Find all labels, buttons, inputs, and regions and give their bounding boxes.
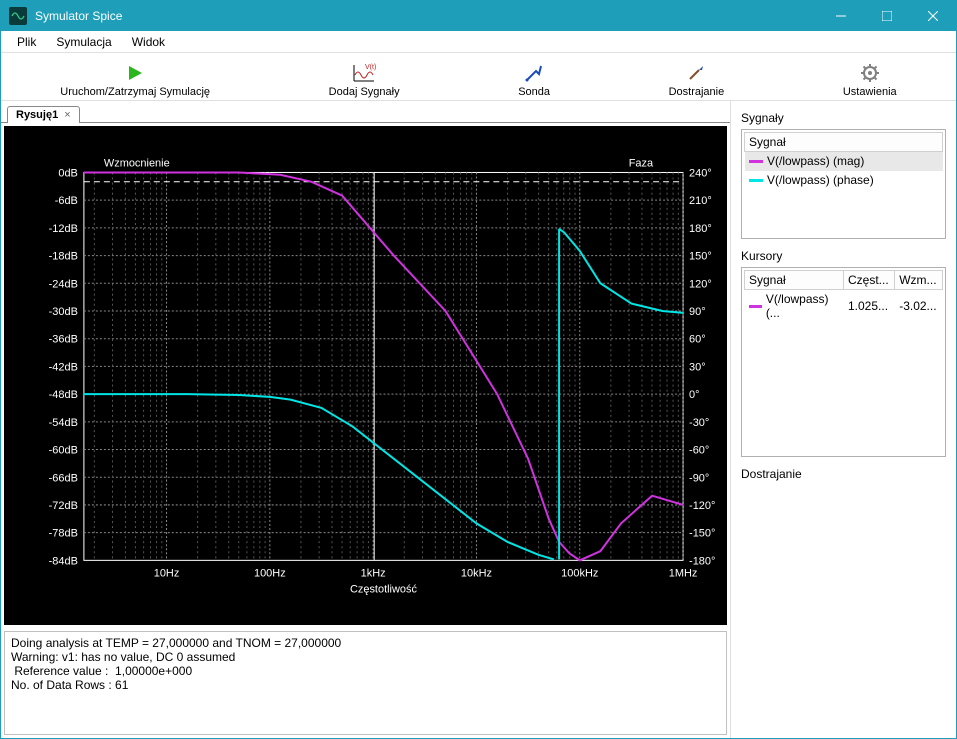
svg-text:V(t): V(t) xyxy=(365,64,376,71)
svg-text:Wzmocnienie: Wzmocnienie xyxy=(104,157,170,169)
svg-text:0dB: 0dB xyxy=(58,167,78,179)
menubar: Plik Symulacja Widok xyxy=(1,31,956,53)
svg-text:-48dB: -48dB xyxy=(49,389,78,401)
menu-plik[interactable]: Plik xyxy=(7,33,46,51)
svg-text:150°: 150° xyxy=(689,251,712,263)
svg-text:-60dB: -60dB xyxy=(49,445,78,457)
svg-text:-6dB: -6dB xyxy=(55,195,78,207)
settings-button[interactable]: Ustawienia xyxy=(843,62,897,98)
signals-header[interactable]: Sygnał xyxy=(745,133,943,152)
tabstrip: Rysuję1 × xyxy=(1,101,730,123)
svg-text:-78dB: -78dB xyxy=(49,528,78,540)
gear-icon xyxy=(860,62,880,84)
svg-text:-42dB: -42dB xyxy=(49,361,78,373)
signal-row[interactable]: V(/lowpass) (phase) xyxy=(745,171,943,190)
maximize-button[interactable] xyxy=(864,1,910,31)
cursor-gain: -3.02... xyxy=(895,290,943,323)
cursors-table: Sygnał Częst... Wzm... V(/lowpass) (... … xyxy=(741,267,946,457)
svg-text:-90°: -90° xyxy=(689,472,709,484)
svg-text:-120°: -120° xyxy=(689,500,715,512)
close-button[interactable] xyxy=(910,1,956,31)
probe-button[interactable]: Sonda xyxy=(518,62,550,98)
svg-text:60°: 60° xyxy=(689,334,706,346)
svg-text:-30dB: -30dB xyxy=(49,306,78,318)
svg-text:240°: 240° xyxy=(689,167,712,179)
svg-text:210°: 210° xyxy=(689,195,712,207)
svg-text:100kHz: 100kHz xyxy=(561,567,598,579)
svg-text:-36dB: -36dB xyxy=(49,334,78,346)
tune-button[interactable]: Dostrajanie xyxy=(669,62,725,98)
run-label: Uruchom/Zatrzymaj Symulację xyxy=(60,86,210,98)
svg-text:1MHz: 1MHz xyxy=(669,567,698,579)
probe-icon xyxy=(524,62,544,84)
play-icon xyxy=(125,62,145,84)
signal-row[interactable]: V(/lowpass) (mag) xyxy=(745,152,943,171)
menu-widok[interactable]: Widok xyxy=(122,33,175,51)
svg-text:-72dB: -72dB xyxy=(49,500,78,512)
titlebar: Symulator Spice xyxy=(1,1,956,31)
svg-text:100Hz: 100Hz xyxy=(254,567,286,579)
toolbar: Uruchom/Zatrzymaj Symulację V(t) Dodaj S… xyxy=(1,53,956,101)
cursor-label: V(/lowpass) (... xyxy=(766,292,839,320)
console-text: Doing analysis at TEMP = 27,000000 and T… xyxy=(11,636,341,692)
console-output[interactable]: Doing analysis at TEMP = 27,000000 and T… xyxy=(4,631,727,735)
app-logo xyxy=(9,7,27,25)
bode-plot[interactable]: Wzmocnienie Faza Częstotliwość 0dB 240° -6dB 2… xyxy=(4,126,727,625)
svg-text:-180°: -180° xyxy=(689,555,715,567)
add-signals-button[interactable]: V(t) Dodaj Sygnały xyxy=(329,62,400,98)
tab-plot[interactable]: Rysuję1 × xyxy=(7,106,80,123)
cursor-col-sygnal[interactable]: Sygnał xyxy=(745,271,844,290)
svg-text:30°: 30° xyxy=(689,361,706,373)
svg-text:1kHz: 1kHz xyxy=(361,567,386,579)
cursor-col-gain[interactable]: Wzm... xyxy=(895,271,943,290)
svg-text:180°: 180° xyxy=(689,223,712,235)
svg-text:Faza: Faza xyxy=(629,157,654,169)
run-button[interactable]: Uruchom/Zatrzymaj Symulację xyxy=(60,62,210,98)
svg-text:10Hz: 10Hz xyxy=(154,567,180,579)
svg-text:-24dB: -24dB xyxy=(49,278,78,290)
cursor-col-freq[interactable]: Częst... xyxy=(844,271,895,290)
cursor-row[interactable]: V(/lowpass) (... 1.025... -3.02... xyxy=(745,290,943,323)
svg-text:10kHz: 10kHz xyxy=(461,567,492,579)
add-signals-label: Dodaj Sygnały xyxy=(329,86,400,98)
settings-label: Ustawienia xyxy=(843,86,897,98)
menu-symulacja[interactable]: Symulacja xyxy=(46,33,121,51)
cursors-title: Kursory xyxy=(741,249,946,263)
svg-text:-60°: -60° xyxy=(689,445,709,457)
probe-label: Sonda xyxy=(518,86,550,98)
signals-list: Sygnał V(/lowpass) (mag) V(/lowpass) (ph… xyxy=(741,129,946,239)
svg-text:-18dB: -18dB xyxy=(49,251,78,263)
signal-swatch xyxy=(749,160,763,163)
tune-label: Dostrajanie xyxy=(669,86,725,98)
signal-label: V(/lowpass) (phase) xyxy=(767,173,874,187)
svg-text:-54dB: -54dB xyxy=(49,417,78,429)
tune-icon xyxy=(686,62,706,84)
signal-swatch xyxy=(749,179,763,182)
svg-text:Częstotliwość: Częstotliwość xyxy=(350,584,418,596)
minimize-button[interactable] xyxy=(818,1,864,31)
signals-title: Sygnały xyxy=(741,111,946,125)
close-icon[interactable]: × xyxy=(64,109,70,121)
svg-text:-12dB: -12dB xyxy=(49,223,78,235)
tune-title: Dostrajanie xyxy=(741,467,946,481)
svg-text:-66dB: -66dB xyxy=(49,472,78,484)
svg-text:0°: 0° xyxy=(689,389,699,401)
add-signals-icon: V(t) xyxy=(351,62,377,84)
svg-text:-30°: -30° xyxy=(689,417,709,429)
svg-text:90°: 90° xyxy=(689,306,706,318)
cursor-freq: 1.025... xyxy=(844,290,895,323)
tab-label: Rysuję1 xyxy=(16,109,58,121)
window-title: Symulator Spice xyxy=(35,9,122,23)
svg-text:-84dB: -84dB xyxy=(49,555,78,567)
svg-text:120°: 120° xyxy=(689,278,712,290)
svg-text:-150°: -150° xyxy=(689,528,715,540)
signal-label: V(/lowpass) (mag) xyxy=(767,154,864,168)
cursor-swatch xyxy=(749,305,762,308)
